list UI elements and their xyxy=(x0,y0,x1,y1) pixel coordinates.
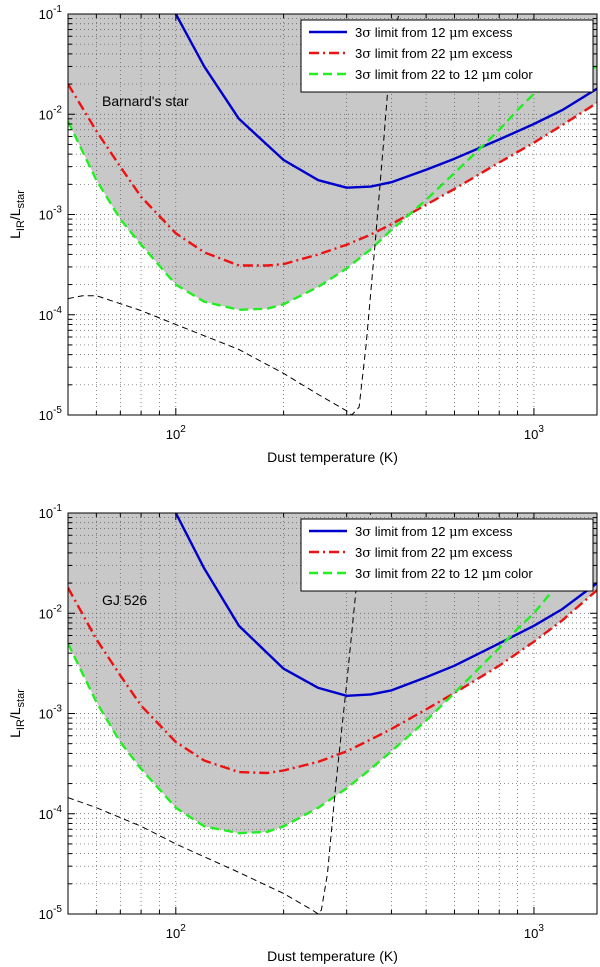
chart-panel-2: 102 103 10-5 10-4 10-3 10-2 10-1 Dust temperatu… xyxy=(7,503,598,964)
series-line-2 xyxy=(68,83,597,267)
series-line-4 xyxy=(68,513,372,914)
y-tick-label: 10-4 xyxy=(39,305,63,323)
star-name-label: GJ 526 xyxy=(102,592,147,608)
legend: 3σ limit from 12 μm excess 3σ limit from … xyxy=(300,19,594,93)
ticks xyxy=(67,512,597,915)
y-axis-label: LIR/Lstar xyxy=(7,190,27,239)
legend-label: 3σ limit from 22 μm excess xyxy=(355,545,513,561)
legend: 3σ limit from 12 μm excess 3σ limit from … xyxy=(300,518,594,592)
series-line-3 xyxy=(68,534,597,835)
legend-label: 3σ limit from 12 μm excess xyxy=(355,25,513,41)
x-tick-label: 103 xyxy=(524,424,544,442)
y-tick-label: 10-2 xyxy=(39,104,63,122)
legend-label: 3σ limit from 22 to 12 μm color xyxy=(355,566,533,582)
legend-box xyxy=(300,19,594,93)
y-tick-label: 10-4 xyxy=(39,804,63,822)
ticks xyxy=(67,13,597,416)
legend-label: 3σ limit from 22 μm excess xyxy=(355,46,513,62)
series-line-1 xyxy=(174,14,597,189)
x-axis-label: Dust temperature (K) xyxy=(267,948,398,964)
series-line-3 xyxy=(68,65,597,311)
x-axis-label: Dust temperature (K) xyxy=(267,449,398,465)
excluded-region xyxy=(68,513,597,833)
x-tick-label: 102 xyxy=(166,424,186,442)
star-name-label: Barnard's star xyxy=(102,93,189,109)
y-tick-label: 10-3 xyxy=(39,704,63,722)
y-tick-label: 10-5 xyxy=(39,405,63,423)
y-tick-label: 10-1 xyxy=(39,503,63,521)
y-tick-label: 10-3 xyxy=(39,205,63,223)
series-line-1 xyxy=(174,513,597,697)
legend-box xyxy=(300,518,594,592)
series-line-4 xyxy=(68,14,400,415)
y-axis-label: LIR/Lstar xyxy=(7,689,27,738)
x-tick-label: 103 xyxy=(524,923,544,941)
x-tick-label: 102 xyxy=(166,923,186,941)
legend-label: 3σ limit from 12 μm excess xyxy=(355,524,513,540)
series-line-2 xyxy=(68,587,597,775)
legend-label: 3σ limit from 22 to 12 μm color xyxy=(355,67,533,83)
y-tick-label: 10-1 xyxy=(39,4,63,22)
y-tick-label: 10-5 xyxy=(39,904,63,922)
chart-panel-1: 102 103 10-5 10-4 10-3 10-2 10-1 Dust temperatu… xyxy=(7,4,598,465)
y-tick-label: 10-2 xyxy=(39,603,63,621)
